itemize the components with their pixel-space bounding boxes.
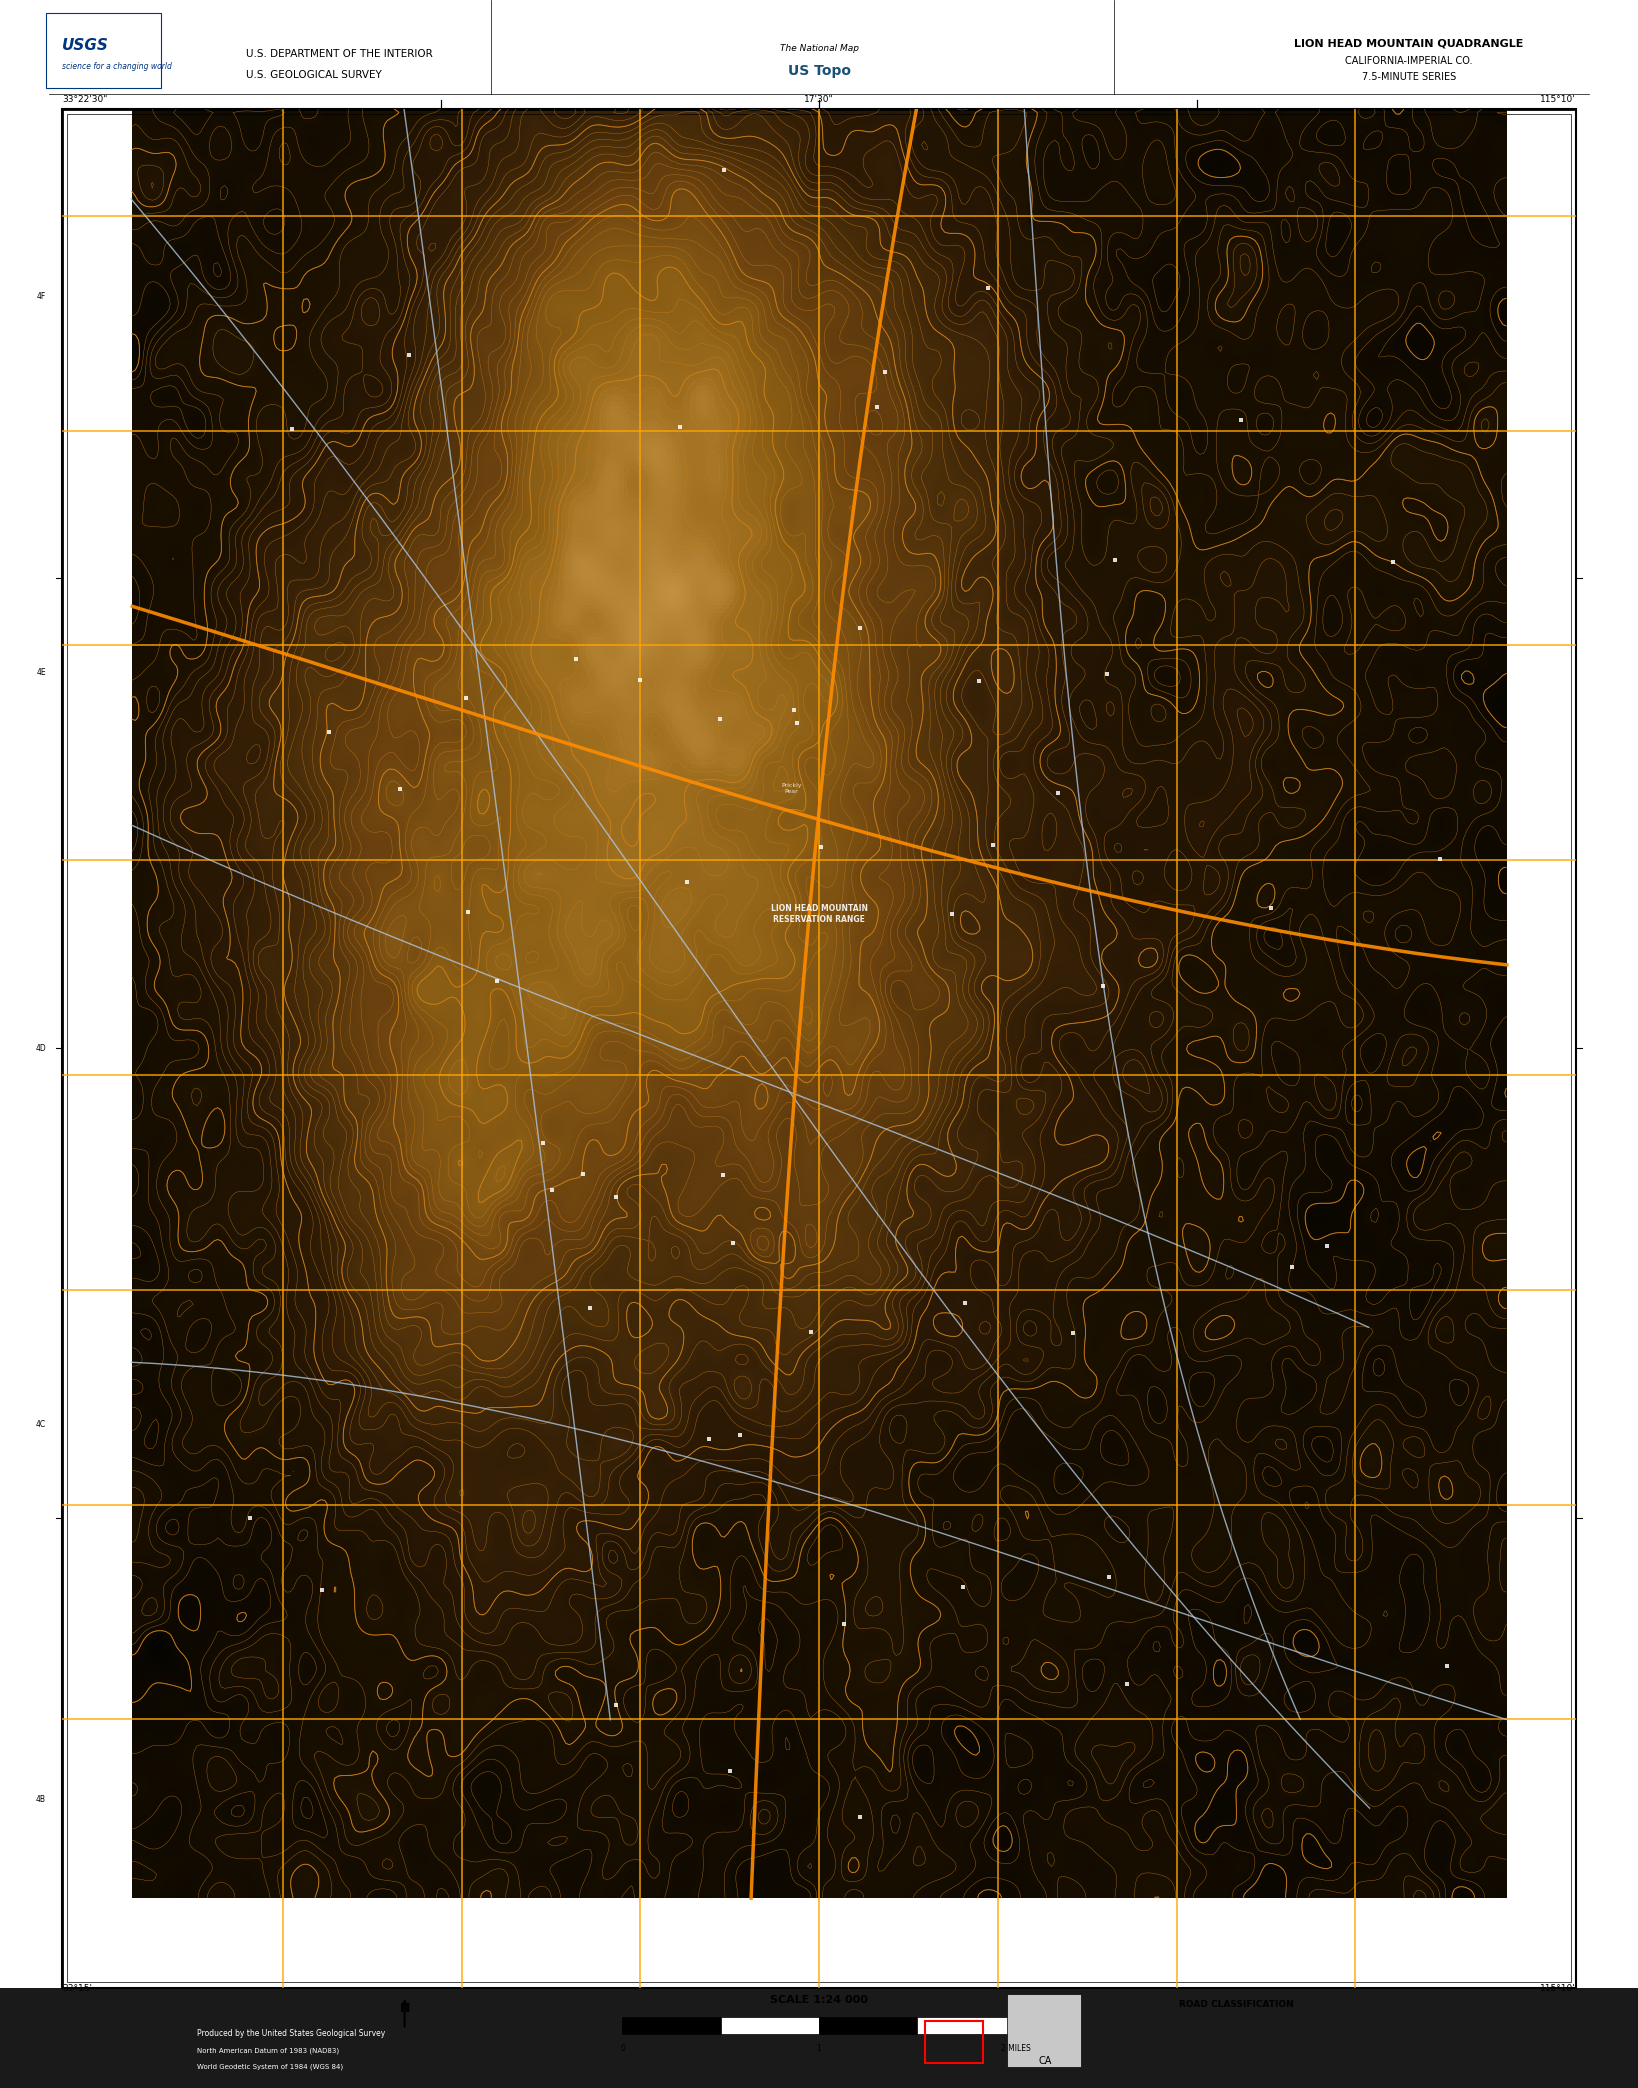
Text: CALIFORNIA-IMPERIAL CO.: CALIFORNIA-IMPERIAL CO. bbox=[1345, 56, 1473, 65]
Text: USGS: USGS bbox=[62, 38, 110, 54]
Text: 7.5-MINUTE SERIES: 7.5-MINUTE SERIES bbox=[1361, 73, 1456, 81]
Text: 4D: 4D bbox=[36, 1044, 46, 1052]
Text: 33°22'30": 33°22'30" bbox=[62, 96, 108, 104]
Text: CA: CA bbox=[1038, 2057, 1052, 2065]
Text: U.S. DEPARTMENT OF THE INTERIOR: U.S. DEPARTMENT OF THE INTERIOR bbox=[246, 50, 432, 58]
Text: 115°10': 115°10' bbox=[1540, 1984, 1576, 1992]
Bar bbox=[0, 1988, 1638, 2088]
Text: Produced by the United States Geological Survey: Produced by the United States Geological… bbox=[197, 2030, 385, 2038]
Text: 1: 1 bbox=[817, 2044, 821, 2053]
Bar bbox=[0, 0, 1638, 94]
Text: science for a changing world: science for a changing world bbox=[62, 63, 172, 71]
Text: World Geodetic System of 1984 (WGS 84): World Geodetic System of 1984 (WGS 84) bbox=[197, 2063, 342, 2071]
Text: LION HEAD MOUNTAIN
RESERVATION RANGE: LION HEAD MOUNTAIN RESERVATION RANGE bbox=[770, 904, 868, 923]
Text: North American Datum of 1983 (NAD83): North American Datum of 1983 (NAD83) bbox=[197, 2046, 339, 2055]
Bar bbox=[46, 13, 161, 88]
Bar bbox=[819, 2017, 917, 2034]
Text: 33°15': 33°15' bbox=[62, 1984, 92, 1992]
Text: 4F: 4F bbox=[36, 292, 46, 301]
Bar bbox=[917, 2017, 1016, 2034]
Text: 17'30": 17'30" bbox=[804, 96, 834, 104]
Text: 4C: 4C bbox=[36, 1420, 46, 1428]
Text: 4E: 4E bbox=[36, 668, 46, 677]
Text: SCALE 1:24 000: SCALE 1:24 000 bbox=[770, 1996, 868, 2004]
Text: LION HEAD MOUNTAIN QUADRANGLE: LION HEAD MOUNTAIN QUADRANGLE bbox=[1294, 40, 1523, 48]
Text: 115°10': 115°10' bbox=[1540, 96, 1576, 104]
Text: Prickly
Pear: Prickly Pear bbox=[781, 783, 803, 793]
Text: U.S. GEOLOGICAL SURVEY: U.S. GEOLOGICAL SURVEY bbox=[246, 71, 382, 79]
Bar bbox=[1007, 1994, 1081, 2067]
Text: ROAD CLASSIFICATION: ROAD CLASSIFICATION bbox=[1179, 2000, 1294, 2009]
Text: N: N bbox=[400, 2002, 410, 2015]
Bar bbox=[0, 1988, 1638, 2088]
Text: The National Map: The National Map bbox=[780, 44, 858, 52]
Text: 4B: 4B bbox=[36, 1796, 46, 1804]
Text: 2 MILES: 2 MILES bbox=[1001, 2044, 1030, 2053]
Text: US Topo: US Topo bbox=[788, 65, 850, 77]
Text: 0: 0 bbox=[621, 2044, 624, 2053]
Bar bbox=[925, 2021, 983, 2063]
Bar bbox=[721, 2017, 819, 2034]
Bar bbox=[622, 2017, 721, 2034]
